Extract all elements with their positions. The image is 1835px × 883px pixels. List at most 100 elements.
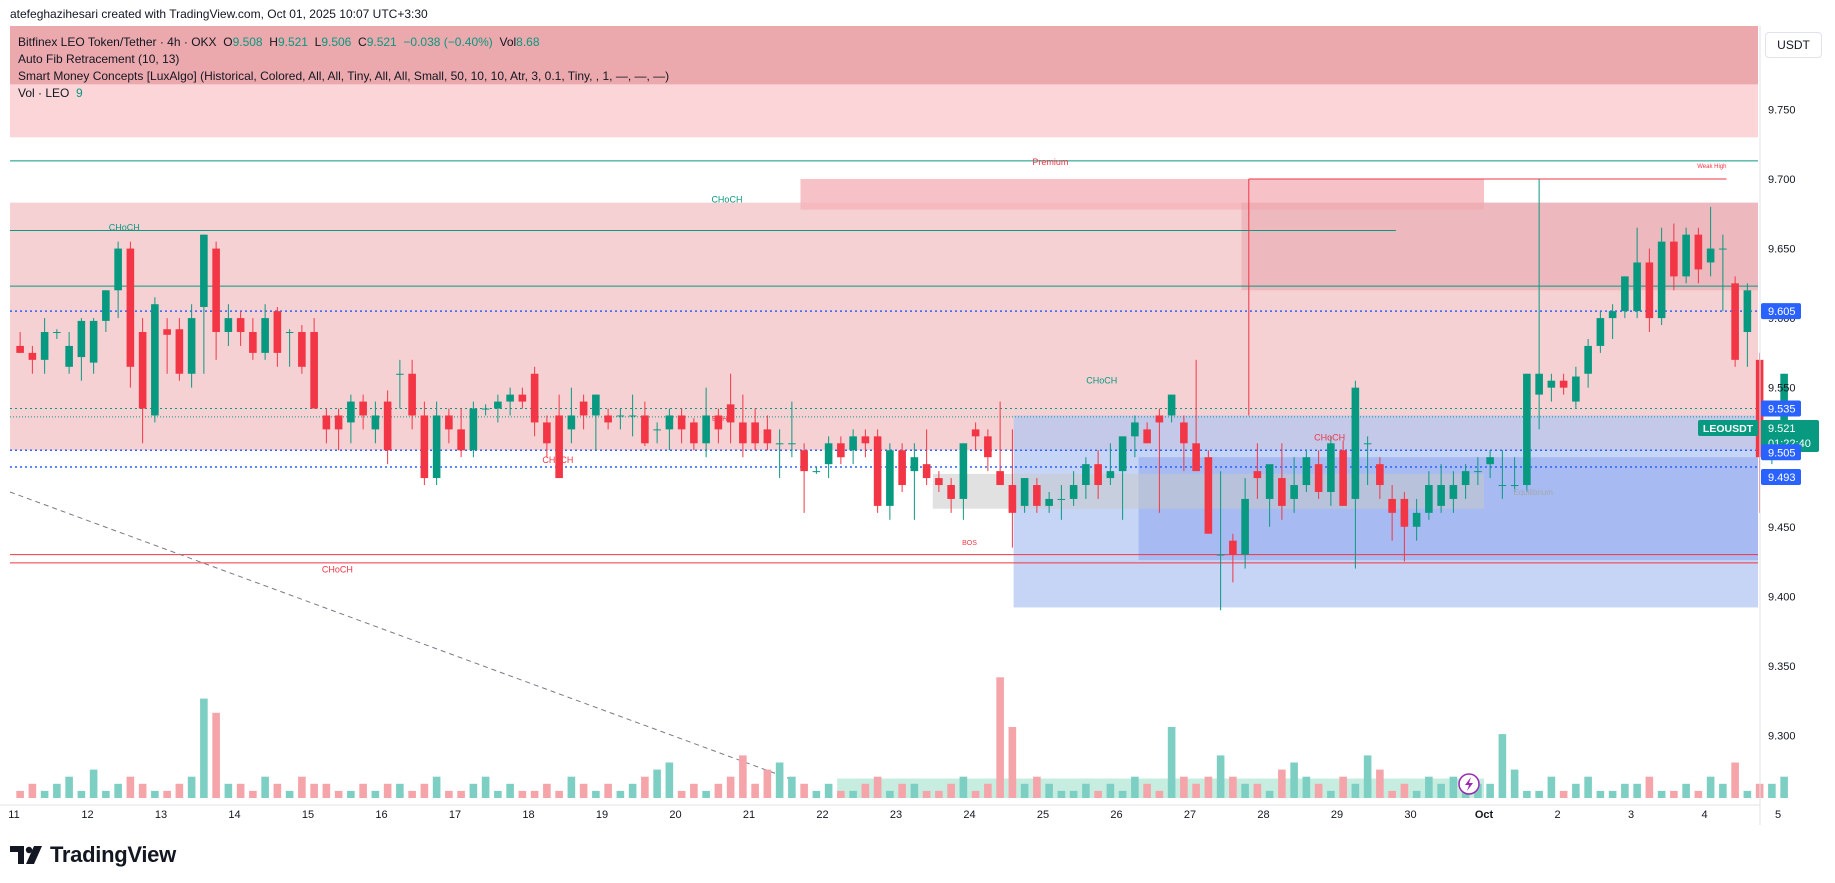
candle-body xyxy=(1118,436,1127,472)
candle xyxy=(910,443,919,520)
candle-body xyxy=(996,471,1004,486)
volume-bar xyxy=(1657,790,1666,798)
volume-bar xyxy=(212,712,220,798)
candle xyxy=(347,394,355,444)
candle-body xyxy=(298,332,306,367)
candle xyxy=(1241,478,1249,569)
candle-body xyxy=(432,415,441,479)
volume-bar xyxy=(837,790,845,798)
volume-bar xyxy=(77,790,86,798)
legend-volume-row[interactable]: Vol · LEO 9 xyxy=(18,85,669,102)
candle-body xyxy=(1559,380,1568,388)
volume-bar xyxy=(457,790,465,798)
candle xyxy=(1449,471,1458,513)
candle xyxy=(1290,457,1298,513)
candle xyxy=(763,415,772,451)
volume-bar xyxy=(677,790,686,798)
candle xyxy=(1339,440,1347,506)
candle-body xyxy=(1094,464,1102,486)
candle-body xyxy=(555,415,563,479)
candle xyxy=(898,443,906,492)
level-badge-text: 9.605 xyxy=(1768,306,1796,318)
candle xyxy=(481,404,490,416)
volume-bar xyxy=(420,783,429,798)
candle-body xyxy=(1008,485,1017,513)
volume-bar xyxy=(224,783,233,798)
x-tick-label: 28 xyxy=(1257,809,1269,821)
candle-body xyxy=(898,450,906,486)
candle-body xyxy=(1082,464,1090,486)
candle xyxy=(555,394,563,479)
lightning-icon[interactable] xyxy=(1458,773,1480,795)
candle-body xyxy=(102,290,110,321)
candle xyxy=(1596,311,1605,353)
volume-bar xyxy=(1192,783,1200,798)
candle xyxy=(984,429,992,472)
y-tick-label: 9.300 xyxy=(1768,730,1796,742)
candle xyxy=(1192,359,1200,472)
candle-body xyxy=(935,478,943,486)
candle-body xyxy=(653,429,661,431)
candle-body xyxy=(690,422,698,444)
candle xyxy=(653,422,661,444)
candle xyxy=(702,387,710,458)
y-axis[interactable]: 9.7509.7009.6509.6009.5509.4509.4009.350… xyxy=(1759,26,1796,825)
candle-body xyxy=(236,318,245,333)
candle xyxy=(1474,457,1482,486)
legend-indicator-smc[interactable]: Smart Money Concepts [LuxAlgo] (Historic… xyxy=(18,69,670,83)
volume-bar xyxy=(1682,783,1690,798)
volume-bar xyxy=(1780,776,1788,798)
volume-bar xyxy=(1008,727,1017,798)
candle xyxy=(616,408,625,430)
candle-body xyxy=(249,332,257,353)
level-badge xyxy=(1761,400,1801,417)
candle xyxy=(102,290,110,333)
candle xyxy=(1106,443,1115,486)
legend-indicator-fib[interactable]: Auto Fib Retracement (10, 13) xyxy=(18,52,180,66)
candle-body xyxy=(579,401,588,416)
candle-body xyxy=(1241,498,1249,555)
volume-bar xyxy=(1143,783,1151,798)
brand-logo[interactable]: TradingView xyxy=(10,840,176,870)
candle-body xyxy=(726,404,735,423)
volume-bar xyxy=(1535,790,1543,798)
candle xyxy=(579,394,588,430)
candle xyxy=(1657,227,1666,326)
currency-button[interactable]: USDT xyxy=(1765,32,1822,58)
equilibrium-label: Equilibrium xyxy=(1513,488,1553,497)
legend-symbol-name: Bitfinex LEO Token/Tether · 4h · OKX xyxy=(18,35,217,49)
legend-symbol-row[interactable]: Bitfinex LEO Token/Tether · 4h · OKX O9.… xyxy=(18,34,669,51)
volume-bar xyxy=(334,790,343,798)
volume-bar xyxy=(702,790,710,798)
candle xyxy=(298,325,306,374)
candle xyxy=(1486,450,1494,479)
volume-bar xyxy=(126,776,135,798)
candle-body xyxy=(763,429,772,444)
candle xyxy=(837,436,845,465)
volume-bar xyxy=(65,776,73,798)
candle xyxy=(469,401,478,458)
candle xyxy=(457,408,465,458)
volume-bar xyxy=(739,755,747,798)
volume-bar xyxy=(555,790,563,798)
volume-bar xyxy=(1719,783,1727,798)
candle xyxy=(1743,283,1752,367)
candle-body xyxy=(886,450,894,506)
x-axis[interactable]: 11 12 13 14 15 16 17 18 19 20 21 22 23 24 25 26 27 28 29 30… xyxy=(0,804,1781,821)
candle-body xyxy=(138,332,147,409)
candle xyxy=(236,311,245,346)
volume-bar xyxy=(53,783,61,798)
candle xyxy=(1633,227,1641,319)
volume-bar xyxy=(163,790,171,798)
candle xyxy=(726,373,735,444)
candle-body xyxy=(1045,498,1053,506)
candle xyxy=(922,429,931,486)
candle-body xyxy=(1535,373,1543,395)
candle-body xyxy=(1314,464,1323,492)
candle-body xyxy=(604,415,612,423)
candle-body xyxy=(1645,262,1654,319)
volume-bar xyxy=(1633,783,1641,798)
candle xyxy=(1694,227,1703,284)
